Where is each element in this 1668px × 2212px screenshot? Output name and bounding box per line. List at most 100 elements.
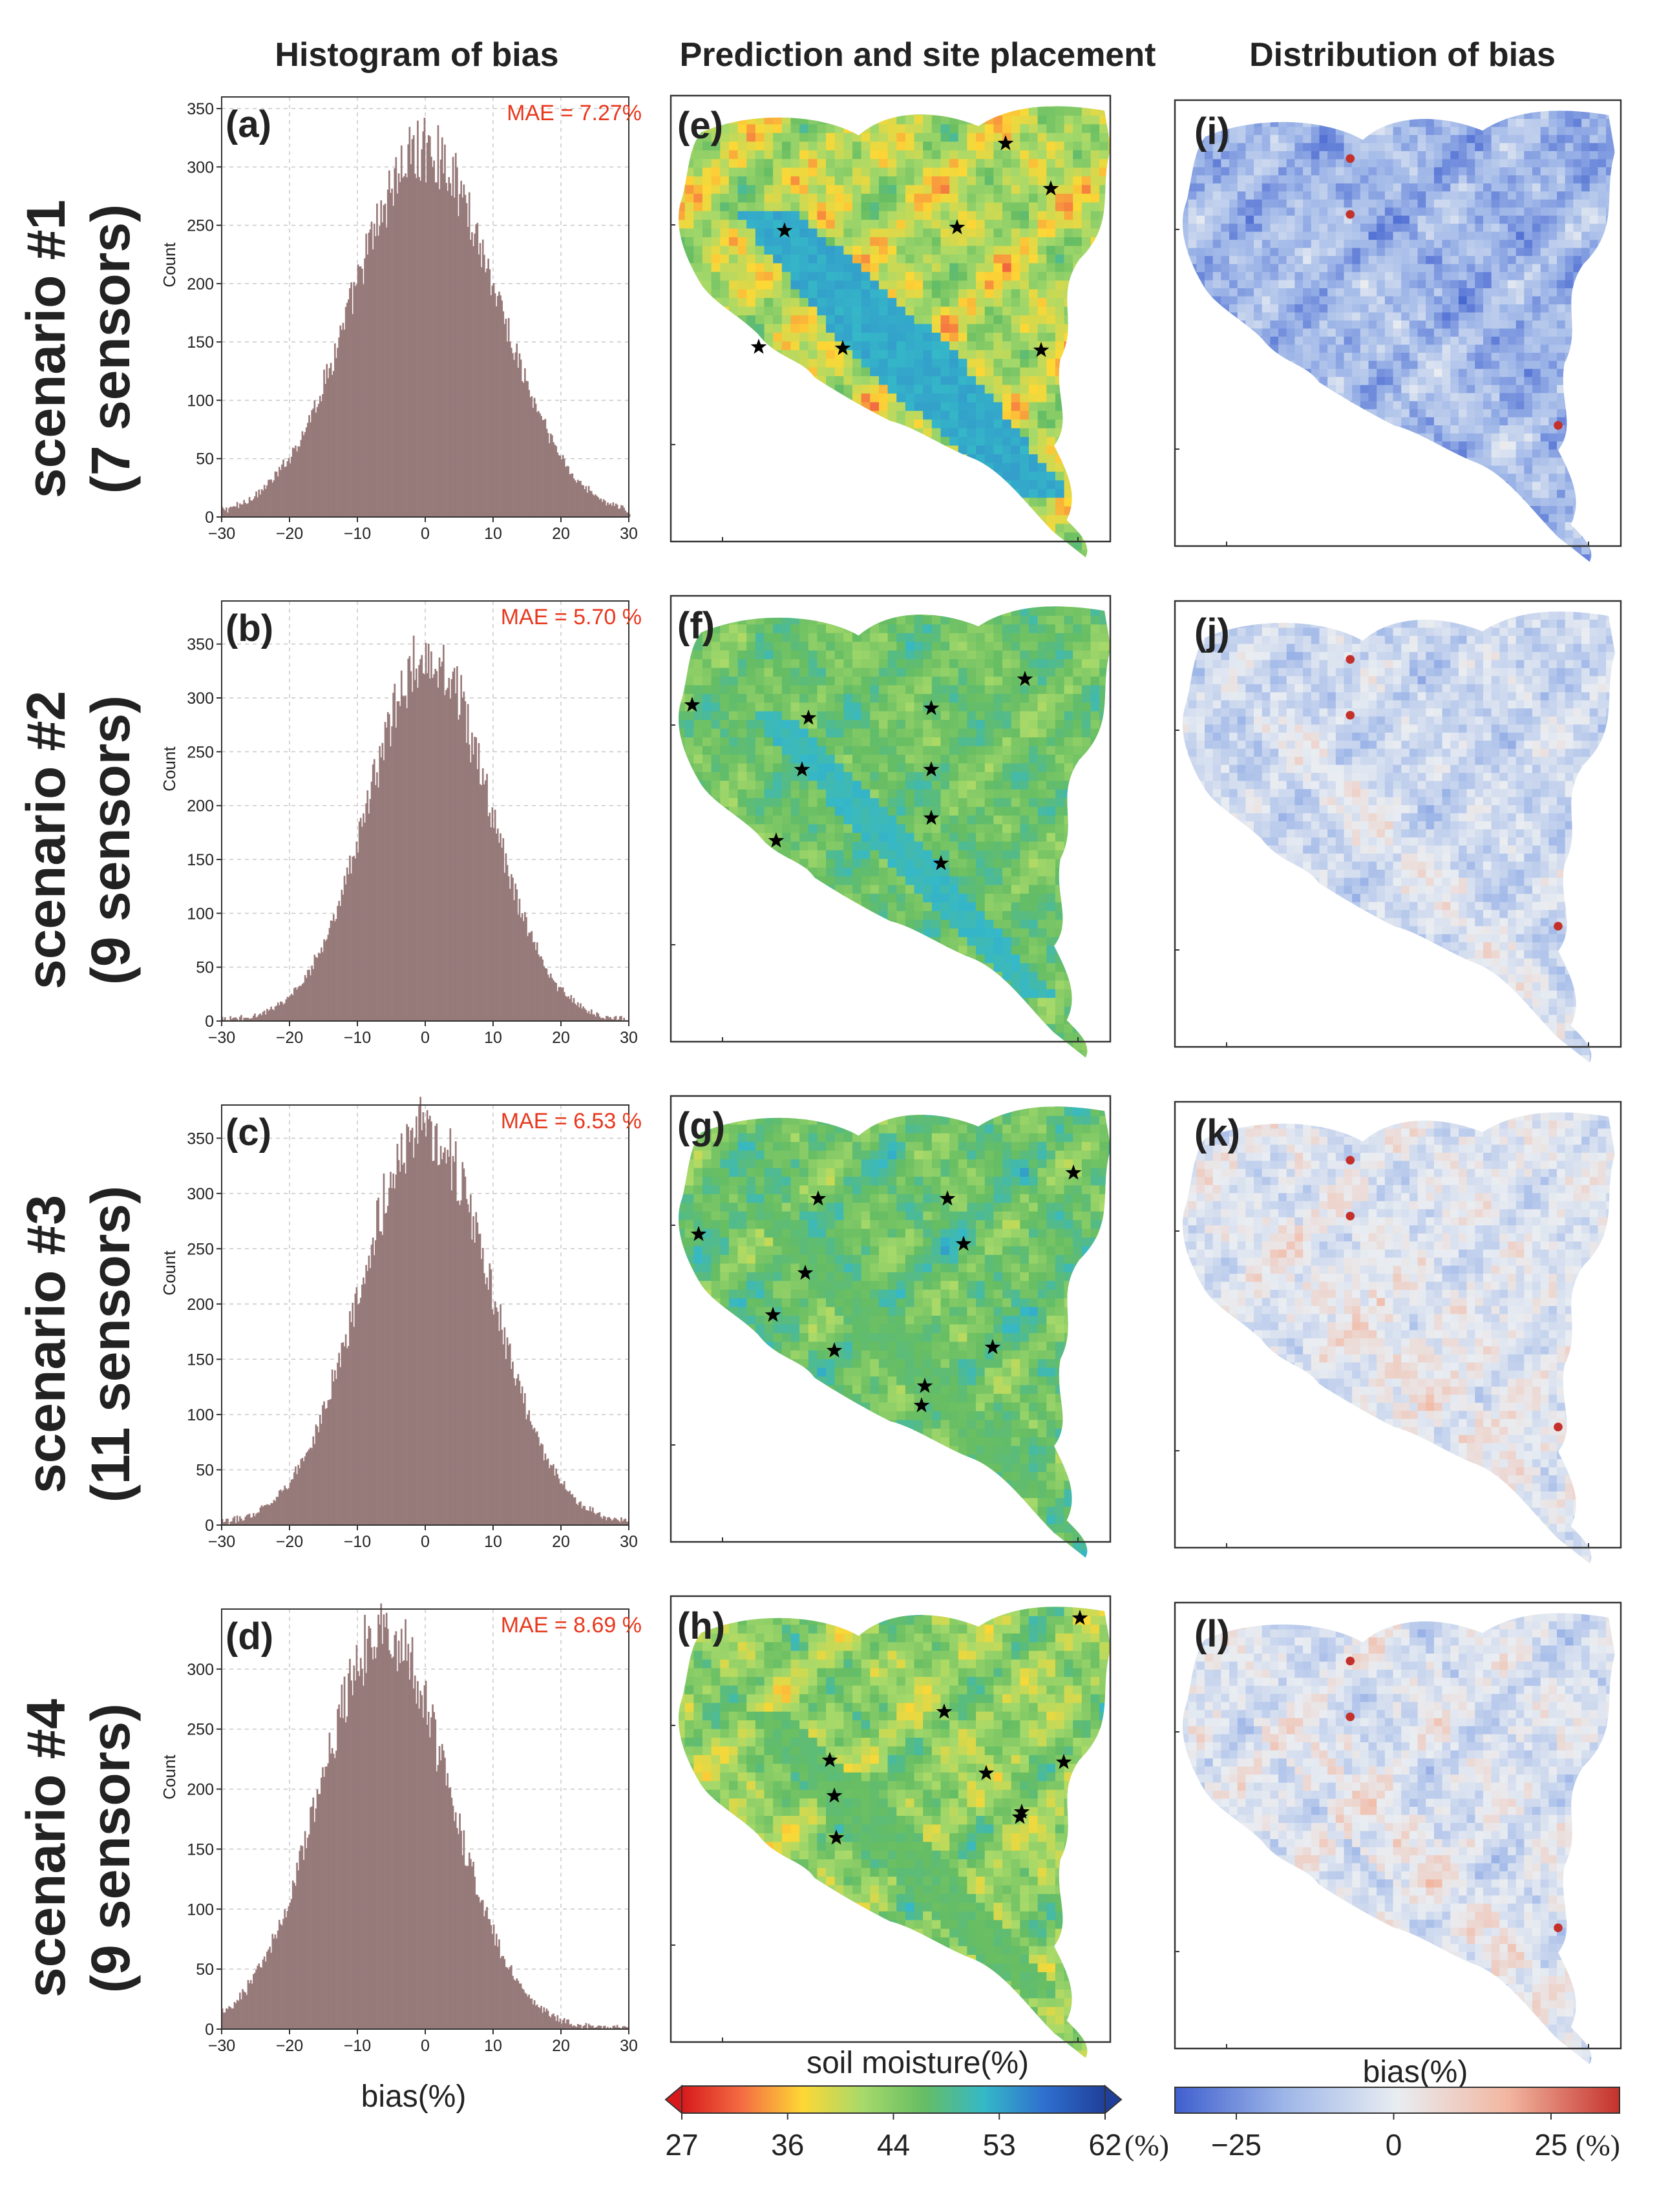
- prediction-cell: [746, 280, 756, 290]
- prediction-cell: [1011, 306, 1020, 316]
- histogram-bar: [324, 941, 327, 1022]
- histogram-bar: [415, 668, 417, 1022]
- histogram-bar: [454, 693, 457, 1022]
- prediction-cell: [852, 711, 862, 721]
- prediction-cell: [1046, 132, 1056, 142]
- prediction-cell: [993, 306, 1003, 316]
- histogram-bar: [285, 1488, 288, 1526]
- prediction-cell: [931, 676, 941, 686]
- prediction-cell: [755, 280, 765, 290]
- histogram-bar: [282, 1919, 284, 2030]
- histogram-bar: [322, 394, 324, 518]
- histogram-bar: [545, 1460, 548, 1526]
- prediction-cell: [1055, 633, 1065, 642]
- histogram-bar: [534, 1432, 537, 1526]
- prediction-cell: [773, 624, 783, 634]
- histogram-bar: [422, 131, 425, 518]
- x-tick-label: −30: [208, 1029, 235, 1047]
- prediction-cell: [843, 298, 853, 308]
- prediction-cell: [1073, 185, 1082, 195]
- prediction-cell: [984, 659, 994, 668]
- prediction-cell: [826, 254, 836, 264]
- prediction-cell: [914, 115, 924, 125]
- prediction-cell: [1002, 220, 1012, 229]
- prediction-cell: [984, 332, 994, 342]
- x-tick-label: 30: [620, 1029, 638, 1047]
- histogram-bar: [278, 1919, 280, 2030]
- histogram-bar: [237, 2001, 240, 2030]
- prediction-cell: [1011, 702, 1020, 712]
- prediction-cell: [976, 428, 986, 437]
- prediction-cell: [790, 124, 800, 134]
- prediction-cell: [993, 728, 1003, 738]
- prediction-cell: [923, 193, 933, 203]
- prediction-cell: [755, 298, 765, 308]
- prediction-cell: [914, 720, 924, 730]
- prediction-cell: [781, 693, 791, 703]
- prediction-cell: [914, 237, 924, 246]
- prediction-cell: [1046, 615, 1056, 625]
- prediction-cell: [755, 659, 765, 668]
- prediction-cell: [799, 668, 809, 677]
- histogram-bar: [460, 180, 463, 518]
- histogram-a: −30 −20 −10 0 10 20 30050100150200250300350Cou…: [160, 96, 642, 543]
- prediction-cell: [852, 685, 862, 695]
- histogram-bar: [544, 2011, 547, 2030]
- prediction-cell: [764, 728, 774, 738]
- prediction-cell: [976, 211, 986, 220]
- prediction-cell: [896, 410, 906, 420]
- histogram-bar: [597, 1013, 600, 1022]
- prediction-cell: [1002, 541, 1012, 551]
- prediction-cell: [870, 402, 880, 412]
- histogram-bar: [400, 1133, 403, 1526]
- prediction-cell: [799, 624, 809, 634]
- prediction-cell: [1090, 685, 1100, 695]
- histogram-bar: [392, 205, 395, 518]
- prediction-cell: [720, 228, 730, 238]
- prediction-cell: [764, 150, 774, 160]
- histogram-bar: [258, 1963, 260, 2030]
- histogram-bar: [308, 1449, 310, 1526]
- y-tick-label: 150: [187, 333, 214, 352]
- histogram-bar: [399, 1172, 401, 1526]
- prediction-cell: [1020, 167, 1029, 177]
- prediction-cell: [702, 202, 712, 212]
- histogram-bar: [233, 1516, 236, 1526]
- histogram-bar: [365, 233, 368, 518]
- prediction-cell: [737, 280, 747, 290]
- prediction-cell: [958, 298, 967, 308]
- histogram-bar: [262, 1506, 264, 1526]
- prediction-cell: [976, 549, 986, 558]
- prediction-cell: [958, 419, 967, 429]
- prediction-cell: [737, 650, 747, 660]
- prediction-cell: [843, 332, 853, 342]
- prediction-cell: [1037, 402, 1047, 412]
- histogram-bar: [337, 905, 339, 1022]
- prediction-cell: [976, 445, 986, 455]
- prediction-cell: [764, 220, 774, 229]
- histogram-bar: [249, 1517, 252, 1526]
- prediction-cell: [931, 211, 941, 220]
- histogram-bar: [521, 381, 523, 518]
- prediction-cell: [773, 176, 783, 185]
- prediction-cell: [976, 263, 986, 273]
- histogram-bar: [481, 1248, 484, 1526]
- prediction-cell: [905, 558, 914, 567]
- histogram-bar: [501, 847, 503, 1022]
- prediction-cell: [1064, 185, 1073, 195]
- prediction-cell: [755, 237, 765, 246]
- prediction-cell: [1020, 558, 1029, 567]
- prediction-cell: [984, 202, 994, 212]
- prediction-cell: [993, 298, 1003, 308]
- prediction-cell: [1020, 541, 1029, 551]
- prediction-cell: [1046, 315, 1056, 324]
- prediction-cell: [843, 289, 853, 299]
- prediction-cell: [878, 193, 889, 203]
- prediction-cell: [693, 549, 703, 558]
- histogram-bar: [277, 1930, 279, 2030]
- prediction-cell: [870, 549, 880, 558]
- histogram-bar: [471, 1239, 473, 1526]
- histogram-bar: [295, 445, 297, 518]
- histogram-bar: [339, 325, 342, 518]
- histogram-bar: [384, 204, 386, 518]
